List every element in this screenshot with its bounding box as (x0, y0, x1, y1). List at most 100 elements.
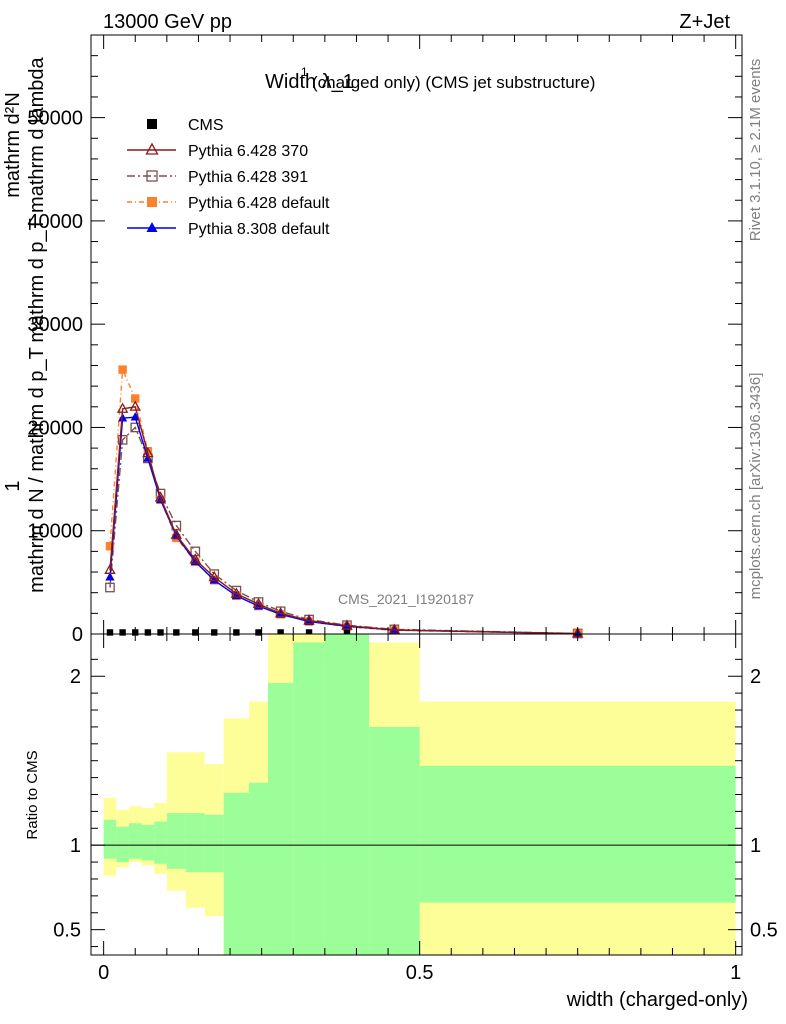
legend-marker (147, 119, 157, 129)
ylabel-denominator: mathrm d N / mathrm d p_T (26, 347, 48, 593)
data-point (388, 623, 401, 634)
ratio-tick-label: 0.5 (750, 920, 778, 942)
legend-marker (146, 222, 158, 232)
data-point (118, 365, 127, 374)
data-point (144, 629, 152, 636)
ratio-inner-band (154, 821, 167, 864)
data-point (116, 402, 129, 413)
legend-item: CMS (147, 117, 224, 134)
y-tick-label: 50000 (27, 108, 83, 130)
ylabel-numerator: 1 (2, 480, 24, 491)
legend-item: Pythia 8.308 default (127, 221, 330, 238)
legend-marker (147, 197, 157, 207)
header-process: Z+Jet (679, 11, 730, 33)
ratio-inner-band (293, 642, 325, 955)
ratio-inner-band (249, 782, 268, 955)
ratio-ylabel: Ratio to CMS (24, 750, 41, 839)
legend-item: Pythia 6.428 370 (127, 142, 308, 160)
data-point (173, 629, 180, 636)
ratio-inner-band (324, 634, 370, 955)
x-tick-label: 1 (730, 962, 741, 984)
series-line (109, 406, 578, 635)
data-point (129, 400, 141, 411)
ratio-inner-band (369, 726, 420, 955)
data-point (252, 597, 265, 609)
data-point (170, 528, 183, 539)
data-point (192, 629, 199, 636)
legend-marker (145, 142, 159, 155)
legend-label: Pythia 6.428 370 (188, 143, 308, 160)
data-point (142, 446, 154, 458)
ratio-tick-label: 0.5 (53, 920, 81, 942)
data-point (274, 606, 287, 618)
data-point (189, 553, 202, 564)
data-point (230, 587, 243, 598)
legend-label: Pythia 6.428 default (188, 195, 330, 212)
data-point (341, 619, 353, 630)
ratio-inner-band (128, 823, 142, 859)
data-point (255, 629, 262, 636)
ratio-tick-label: 2 (70, 666, 81, 688)
data-point (208, 570, 220, 582)
ratio-inner-band (103, 819, 117, 859)
ratio-inner-band (141, 824, 155, 861)
y-tick-label: 30000 (27, 314, 83, 336)
ratio-inner-band (419, 765, 736, 903)
data-point (131, 394, 140, 403)
ratio-inner-band (267, 682, 294, 955)
ratio-axes: 0 0.5 1 0.5 0.5 1 1 2 2 (53, 633, 778, 984)
ratio-tick-label: 1 (750, 835, 761, 857)
y-tick-label: 20000 (27, 417, 83, 439)
x-tick-label: 0.5 (406, 962, 434, 984)
series-layer (104, 365, 584, 639)
data-point (119, 629, 126, 636)
ratio-bands (91, 634, 742, 955)
data-point (117, 434, 128, 445)
ratio-inner-band (204, 814, 224, 873)
data-point (130, 412, 140, 421)
legend-label: Pythia 8.308 default (188, 221, 330, 238)
chart-title-sup: 1 (301, 65, 308, 79)
x-tick-label: 0 (98, 962, 109, 984)
legend-item: Pythia 6.428 391 (127, 169, 308, 186)
ratio-tick-label: 2 (750, 666, 761, 688)
x-axis-label: width (charged-only) (566, 989, 748, 1011)
series-pythia-6-428-370 (104, 400, 584, 638)
legend-label: CMS (188, 117, 224, 134)
y-tick-label: 0 (72, 624, 83, 646)
ratio-plot: 0 0.5 1 0.5 0.5 1 1 2 2 Ratio to CMS (24, 633, 778, 984)
data-point (106, 629, 114, 636)
legend-marker (146, 170, 158, 182)
data-point (211, 629, 218, 636)
header-energy: 13000 GeV pp (103, 11, 232, 33)
y-axis-label: 1 mathrm d N / mathrm d p_T mathrm d²N m… (2, 56, 48, 592)
data-point (104, 563, 116, 574)
data-point (343, 629, 351, 637)
data-point (154, 491, 167, 502)
data-point (209, 575, 219, 584)
ylabel-d2n: mathrm d²N (2, 92, 24, 198)
y-tick-label: 10000 (27, 521, 83, 543)
chart-title-main: Width λ_1 (265, 71, 354, 93)
ylabel-dpt-dlambda: mathrm d p_T mathrm d lambda (26, 56, 48, 342)
ratio-tick-label: 1 (70, 835, 81, 857)
rivet-label: Rivet 3.1.10, ≥ 2.1M events (747, 59, 764, 242)
data-point (303, 614, 315, 625)
ratio-inner-band (166, 813, 186, 869)
main-axes: 0 10000 20000 30000 40000 50000 (27, 34, 743, 646)
data-point (233, 629, 240, 636)
data-point (130, 422, 141, 433)
chart-title-rest: (charged only) (CMS jet substructure) (312, 73, 595, 92)
data-point (105, 582, 115, 593)
ratio-inner-band (116, 826, 129, 863)
data-point (277, 629, 284, 636)
data-point (305, 629, 313, 636)
legend: CMS Pythia 6.428 370 Pythia 6.428 391 Pythi… (127, 117, 330, 238)
data-point (157, 629, 164, 636)
ratio-inner-band (223, 792, 250, 955)
legend-label: Pythia 6.428 391 (188, 169, 308, 186)
data-point (105, 572, 115, 581)
analysis-watermark: CMS_2021_I1920187 (338, 591, 474, 607)
main-plot: 0 10000 20000 30000 40000 50000 Width λ_1 1 (… (27, 34, 743, 646)
